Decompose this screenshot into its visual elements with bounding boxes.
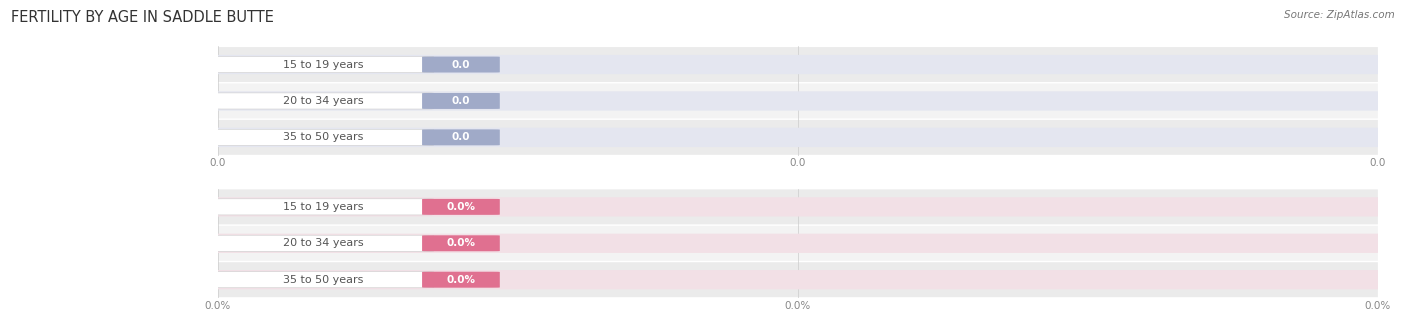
Text: 15 to 19 years: 15 to 19 years: [283, 60, 363, 70]
Text: 0.0: 0.0: [451, 60, 470, 70]
FancyBboxPatch shape: [422, 272, 499, 288]
FancyBboxPatch shape: [214, 270, 1382, 289]
FancyBboxPatch shape: [212, 235, 433, 251]
FancyBboxPatch shape: [218, 83, 1378, 118]
FancyBboxPatch shape: [218, 262, 1378, 297]
Text: 20 to 34 years: 20 to 34 years: [283, 238, 363, 248]
FancyBboxPatch shape: [218, 120, 1378, 155]
FancyBboxPatch shape: [214, 197, 1382, 216]
FancyBboxPatch shape: [214, 234, 1382, 253]
FancyBboxPatch shape: [422, 57, 499, 72]
FancyBboxPatch shape: [212, 199, 433, 215]
Text: 35 to 50 years: 35 to 50 years: [283, 132, 363, 142]
FancyBboxPatch shape: [214, 91, 1382, 111]
FancyBboxPatch shape: [218, 189, 1378, 224]
Text: 35 to 50 years: 35 to 50 years: [283, 275, 363, 285]
Text: 20 to 34 years: 20 to 34 years: [283, 96, 363, 106]
Text: 15 to 19 years: 15 to 19 years: [283, 202, 363, 212]
FancyBboxPatch shape: [212, 57, 433, 72]
FancyBboxPatch shape: [422, 93, 499, 109]
Text: 0.0%: 0.0%: [447, 275, 475, 285]
FancyBboxPatch shape: [422, 129, 499, 145]
Text: 0.0: 0.0: [451, 96, 470, 106]
Text: 0.0%: 0.0%: [447, 202, 475, 212]
FancyBboxPatch shape: [422, 199, 499, 215]
FancyBboxPatch shape: [212, 272, 433, 288]
Text: 0.0%: 0.0%: [447, 238, 475, 248]
FancyBboxPatch shape: [214, 55, 1382, 74]
FancyBboxPatch shape: [218, 226, 1378, 261]
Text: 0.0: 0.0: [451, 132, 470, 142]
Text: FERTILITY BY AGE IN SADDLE BUTTE: FERTILITY BY AGE IN SADDLE BUTTE: [11, 10, 274, 25]
Text: Source: ZipAtlas.com: Source: ZipAtlas.com: [1284, 10, 1395, 20]
FancyBboxPatch shape: [218, 47, 1378, 82]
FancyBboxPatch shape: [422, 235, 499, 251]
FancyBboxPatch shape: [212, 93, 433, 109]
FancyBboxPatch shape: [214, 128, 1382, 147]
FancyBboxPatch shape: [212, 129, 433, 145]
